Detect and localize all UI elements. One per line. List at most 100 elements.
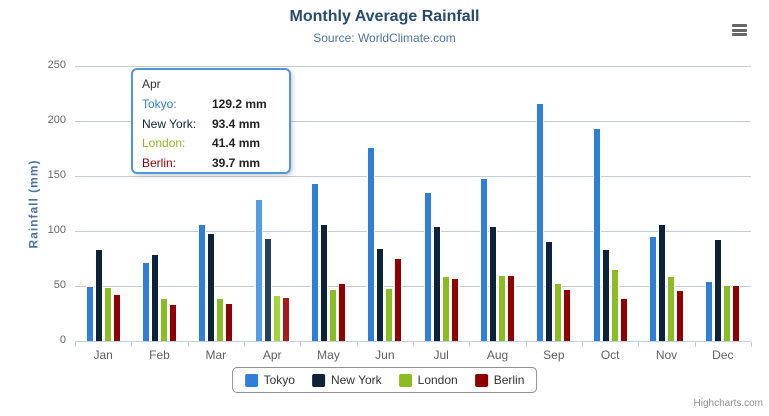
legend-swatch — [398, 373, 412, 387]
legend-item-berlin[interactable]: Berlin — [474, 373, 524, 387]
bar-berlin-mar[interactable] — [225, 303, 234, 341]
legend-item-new-york[interactable]: New York — [311, 373, 382, 387]
plot-area — [75, 66, 751, 342]
x-axis-tick — [131, 342, 132, 347]
bar-tokyo-jan[interactable] — [85, 286, 94, 341]
bar-tokyo-jun[interactable] — [367, 147, 376, 341]
x-axis-label: Jun — [375, 348, 395, 362]
legend-item-label: London — [417, 373, 458, 387]
legend-item-tokyo[interactable]: Tokyo — [244, 373, 295, 387]
bar-london-jun[interactable] — [385, 287, 394, 341]
bar-london-nov[interactable] — [667, 275, 675, 341]
bar-london-jan[interactable] — [103, 287, 112, 341]
bar-new-york-dec[interactable] — [714, 239, 723, 341]
bar-berlin-feb[interactable] — [169, 304, 177, 341]
bar-berlin-sep[interactable] — [563, 288, 572, 341]
x-axis-label: Dec — [712, 348, 734, 362]
chart-subtitle: Source: WorldClimate.com — [313, 31, 456, 45]
hamburger-bar — [732, 28, 747, 32]
x-axis-label: Aug — [486, 348, 509, 362]
bar-london-sep[interactable] — [554, 283, 563, 341]
bar-new-york-nov[interactable] — [658, 223, 666, 341]
legend-swatch — [244, 373, 258, 387]
tooltip-series-value: 39.7 mm — [212, 155, 261, 170]
x-axis-tick — [469, 342, 470, 347]
bar-london-mar[interactable] — [216, 297, 225, 341]
hamburger-menu-icon[interactable] — [732, 24, 747, 36]
bar-tokyo-sep[interactable] — [536, 102, 545, 341]
tooltip-row: Berlin: 39.7 mm — [142, 154, 280, 174]
x-axis-tick — [357, 342, 358, 347]
bar-tokyo-aug[interactable] — [480, 177, 488, 341]
bar-tokyo-mar[interactable] — [198, 223, 207, 341]
bar-new-york-feb[interactable] — [151, 254, 159, 341]
tooltip-row: New York: 93.4 mm — [142, 115, 280, 135]
bar-berlin-aug[interactable] — [507, 274, 515, 341]
tooltip-row: Tokyo: 129.2 mm — [142, 95, 280, 115]
bar-new-york-aug[interactable] — [489, 226, 497, 341]
bar-tokyo-apr[interactable] — [254, 198, 263, 341]
tooltip: Apr Tokyo: 129.2 mm New York: 93.4 mm London… — [131, 68, 291, 174]
chart-title: Monthly Average Rainfall — [289, 8, 480, 25]
bar-london-oct[interactable] — [610, 269, 619, 341]
x-axis-tick — [413, 342, 414, 347]
tooltip-series-label: Tokyo: — [142, 97, 177, 111]
bar-tokyo-dec[interactable] — [705, 281, 714, 341]
bar-new-york-may[interactable] — [320, 224, 328, 341]
bar-tokyo-nov[interactable] — [649, 235, 657, 341]
x-axis-label: May — [317, 348, 340, 362]
bar-london-may[interactable] — [329, 289, 337, 341]
gridline — [75, 121, 751, 122]
x-axis-tick — [244, 342, 245, 347]
bar-new-york-apr[interactable] — [263, 238, 272, 341]
legend-swatch — [474, 373, 488, 387]
bar-berlin-jul[interactable] — [450, 277, 459, 341]
bar-new-york-sep[interactable] — [545, 240, 554, 341]
bar-tokyo-jul[interactable] — [423, 191, 432, 341]
bar-tokyo-oct[interactable] — [592, 127, 601, 341]
bar-new-york-oct[interactable] — [601, 249, 610, 341]
bar-new-york-jul[interactable] — [432, 225, 441, 341]
x-axis-label: Jan — [93, 348, 113, 362]
bar-tokyo-feb[interactable] — [142, 262, 150, 341]
legend: Tokyo New York London Berlin — [231, 367, 538, 393]
bar-berlin-jun[interactable] — [394, 257, 403, 341]
tooltip-series-value: 41.4 mm — [212, 136, 261, 150]
tooltip-series-value: 129.2 mm — [212, 97, 267, 111]
x-axis-label: Mar — [205, 348, 227, 362]
gridline — [75, 231, 751, 232]
legend-item-london[interactable]: London — [398, 373, 458, 387]
bar-london-apr[interactable] — [272, 295, 281, 341]
y-axis-tick-label: 150 — [47, 169, 66, 181]
bar-tokyo-may[interactable] — [311, 182, 319, 341]
tooltip-series-value: 93.4 mm — [212, 116, 261, 131]
bar-berlin-jan[interactable] — [112, 294, 121, 341]
x-axis-tick — [751, 342, 752, 347]
tooltip-series-label: New York: — [142, 116, 197, 131]
x-axis-tick — [526, 342, 527, 347]
x-axis-label: Apr — [262, 348, 282, 362]
bar-london-dec[interactable] — [723, 284, 732, 341]
bar-london-jul[interactable] — [441, 276, 450, 341]
bar-berlin-oct[interactable] — [619, 298, 628, 341]
x-axis-tick — [638, 342, 639, 347]
x-axis-tick — [582, 342, 583, 347]
bar-new-york-jan[interactable] — [94, 249, 103, 341]
bar-new-york-mar[interactable] — [207, 232, 216, 341]
bar-london-feb[interactable] — [160, 298, 168, 341]
bar-berlin-dec[interactable] — [732, 284, 741, 341]
gridline — [75, 66, 751, 67]
y-axis-tick-label: 0 — [59, 334, 66, 346]
bar-berlin-may[interactable] — [338, 283, 346, 341]
y-axis-title: Rainfall (mm) — [26, 159, 41, 249]
bar-london-aug[interactable] — [498, 275, 506, 341]
bar-berlin-nov[interactable] — [676, 289, 684, 341]
bar-new-york-jun[interactable] — [376, 248, 385, 341]
bar-berlin-apr[interactable] — [281, 297, 290, 341]
legend-swatch — [311, 373, 325, 387]
x-axis-label: Jul — [433, 348, 449, 362]
credits-link[interactable]: Highcharts.com — [693, 398, 763, 409]
y-axis-tick-label: 100 — [47, 224, 66, 236]
x-axis-tick — [695, 342, 696, 347]
